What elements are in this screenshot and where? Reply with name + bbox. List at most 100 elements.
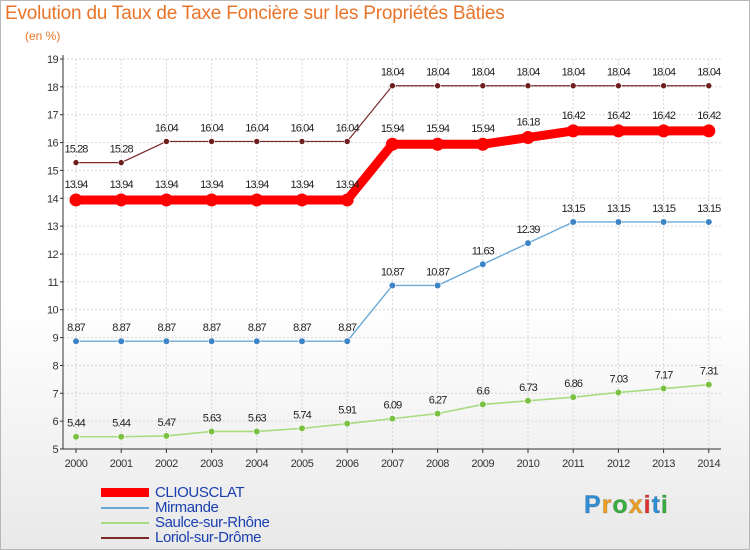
data-point-loriol-sur-dr-me (434, 82, 441, 90)
data-label-loriol-sur-dr-me: 18.04 (516, 67, 540, 79)
data-point-cliousclat (340, 193, 354, 207)
data-point-loriol-sur-dr-me (479, 82, 487, 90)
data-point-saulce-sur-rh-ne (162, 432, 170, 440)
data-label-cliousclat: 15.94 (426, 123, 450, 135)
data-label-mirmande: 8.87 (157, 322, 176, 334)
data-point-saulce-sur-rh-ne (117, 433, 125, 441)
y-tick-label: 10 (47, 305, 59, 317)
y-tick-label: 18 (47, 82, 59, 94)
data-point-cliousclat (476, 137, 490, 151)
data-point-loriol-sur-dr-me (253, 138, 261, 145)
x-tick-label: 2002 (155, 458, 178, 470)
data-label-mirmande: 8.87 (203, 322, 222, 334)
legend-item-loriol: Loriol-sur-Drôme (101, 529, 270, 546)
data-point-mirmande (343, 337, 351, 345)
data-point-saulce-sur-rh-ne (614, 388, 623, 397)
data-label-mirmande: 10.87 (381, 266, 405, 278)
x-tick-label: 2003 (200, 458, 223, 470)
x-tick-label: 2009 (471, 458, 494, 470)
data-label-loriol-sur-dr-me: 16.04 (336, 122, 360, 134)
data-label-mirmande: 8.87 (112, 322, 131, 334)
data-point-cliousclat (385, 137, 399, 151)
legend-label-saulce: Saulce-sur-Rhône (155, 514, 270, 531)
data-point-mirmande (705, 218, 713, 226)
data-label-saulce-sur-rh-ne: 7.03 (609, 373, 628, 385)
data-point-saulce-sur-rh-ne (388, 415, 397, 423)
logo-letter: i (660, 491, 669, 520)
data-point-loriol-sur-dr-me (208, 138, 215, 145)
data-point-cliousclat (69, 193, 83, 207)
legend-swatch-saulce (101, 521, 149, 524)
x-tick-label: 2008 (426, 458, 449, 470)
data-point-saulce-sur-rh-ne (72, 433, 80, 441)
data-point-cliousclat (159, 193, 173, 207)
data-label-mirmande: 8.87 (293, 322, 312, 334)
data-label-cliousclat: 13.94 (336, 179, 360, 191)
y-tick-label: 12 (47, 249, 59, 261)
data-label-loriol-sur-dr-me: 15.28 (64, 144, 88, 156)
data-point-saulce-sur-rh-ne (479, 400, 487, 409)
data-label-saulce-sur-rh-ne: 5.63 (203, 412, 222, 424)
data-label-saulce-sur-rh-ne: 5.74 (293, 409, 312, 421)
chart-title: Evolution du Taux de Taxe Foncière sur l… (5, 3, 505, 24)
data-label-cliousclat: 13.94 (290, 179, 314, 191)
data-point-saulce-sur-rh-ne (524, 397, 532, 405)
data-label-mirmande: 11.63 (472, 245, 495, 257)
data-point-cliousclat (611, 124, 625, 138)
data-point-saulce-sur-rh-ne (298, 424, 306, 432)
legend-swatch-mirmande (101, 506, 149, 509)
data-label-loriol-sur-dr-me: 18.04 (607, 67, 631, 79)
data-label-loriol-sur-dr-me: 18.04 (471, 67, 495, 79)
x-tick-label: 2005 (291, 458, 314, 470)
data-point-saulce-sur-rh-ne (569, 393, 577, 401)
x-tick-label: 2012 (607, 458, 630, 470)
data-label-loriol-sur-dr-me: 16.04 (245, 122, 269, 134)
data-point-cliousclat (702, 124, 716, 138)
data-label-cliousclat: 15.94 (471, 123, 495, 135)
legend: CLIOUSCLAT Mirmande Saulce-sur-Rhône Lor… (101, 484, 270, 546)
logo-letter: P (584, 491, 602, 520)
legend-label-clousclat: CLIOUSCLAT (155, 484, 245, 501)
y-tick-label: 5 (52, 444, 58, 456)
data-label-cliousclat: 13.94 (245, 179, 269, 191)
data-point-cliousclat (250, 193, 264, 207)
data-label-mirmande: 13.15 (652, 203, 676, 215)
logo-letter: i (643, 491, 652, 520)
data-label-loriol-sur-dr-me: 18.04 (652, 67, 676, 79)
data-point-saulce-sur-rh-ne (343, 420, 351, 428)
data-label-mirmande: 13.15 (607, 203, 631, 215)
data-point-cliousclat (657, 124, 671, 138)
legend-item-mirmande: Mirmande (101, 499, 270, 516)
data-label-loriol-sur-dr-me: 16.04 (290, 122, 314, 134)
y-tick-label: 16 (47, 138, 59, 150)
data-point-mirmande (479, 260, 487, 268)
data-point-cliousclat (566, 124, 580, 138)
legend-swatch-clousclat (101, 488, 149, 497)
data-point-mirmande (659, 218, 668, 226)
data-label-saulce-sur-rh-ne: 7.31 (700, 366, 719, 378)
x-tick-label: 2007 (381, 458, 404, 470)
y-tick-label: 7 (52, 388, 58, 400)
data-point-loriol-sur-dr-me (343, 138, 351, 145)
logo-letter: o (612, 491, 629, 520)
data-point-cliousclat (295, 193, 309, 207)
legend-item-clousclat: CLIOUSCLAT (101, 484, 270, 501)
y-tick-label: 15 (47, 165, 59, 177)
data-label-loriol-sur-dr-me: 18.04 (562, 67, 586, 79)
data-label-loriol-sur-dr-me: 18.04 (381, 67, 405, 79)
data-point-mirmande (298, 337, 306, 345)
data-label-cliousclat: 16.18 (516, 117, 540, 129)
data-point-cliousclat (431, 137, 445, 151)
data-point-mirmande (117, 337, 125, 345)
legend-swatch-loriol (101, 536, 149, 539)
data-point-mirmande (614, 218, 623, 226)
data-label-mirmande: 12.39 (516, 224, 540, 236)
legend-label-loriol: Loriol-sur-Drôme (155, 529, 262, 546)
data-point-cliousclat (521, 131, 535, 145)
data-label-cliousclat: 13.94 (64, 179, 88, 191)
data-point-loriol-sur-dr-me (705, 82, 713, 90)
x-tick-label: 2000 (65, 458, 88, 470)
data-label-saulce-sur-rh-ne: 5.47 (157, 417, 176, 429)
